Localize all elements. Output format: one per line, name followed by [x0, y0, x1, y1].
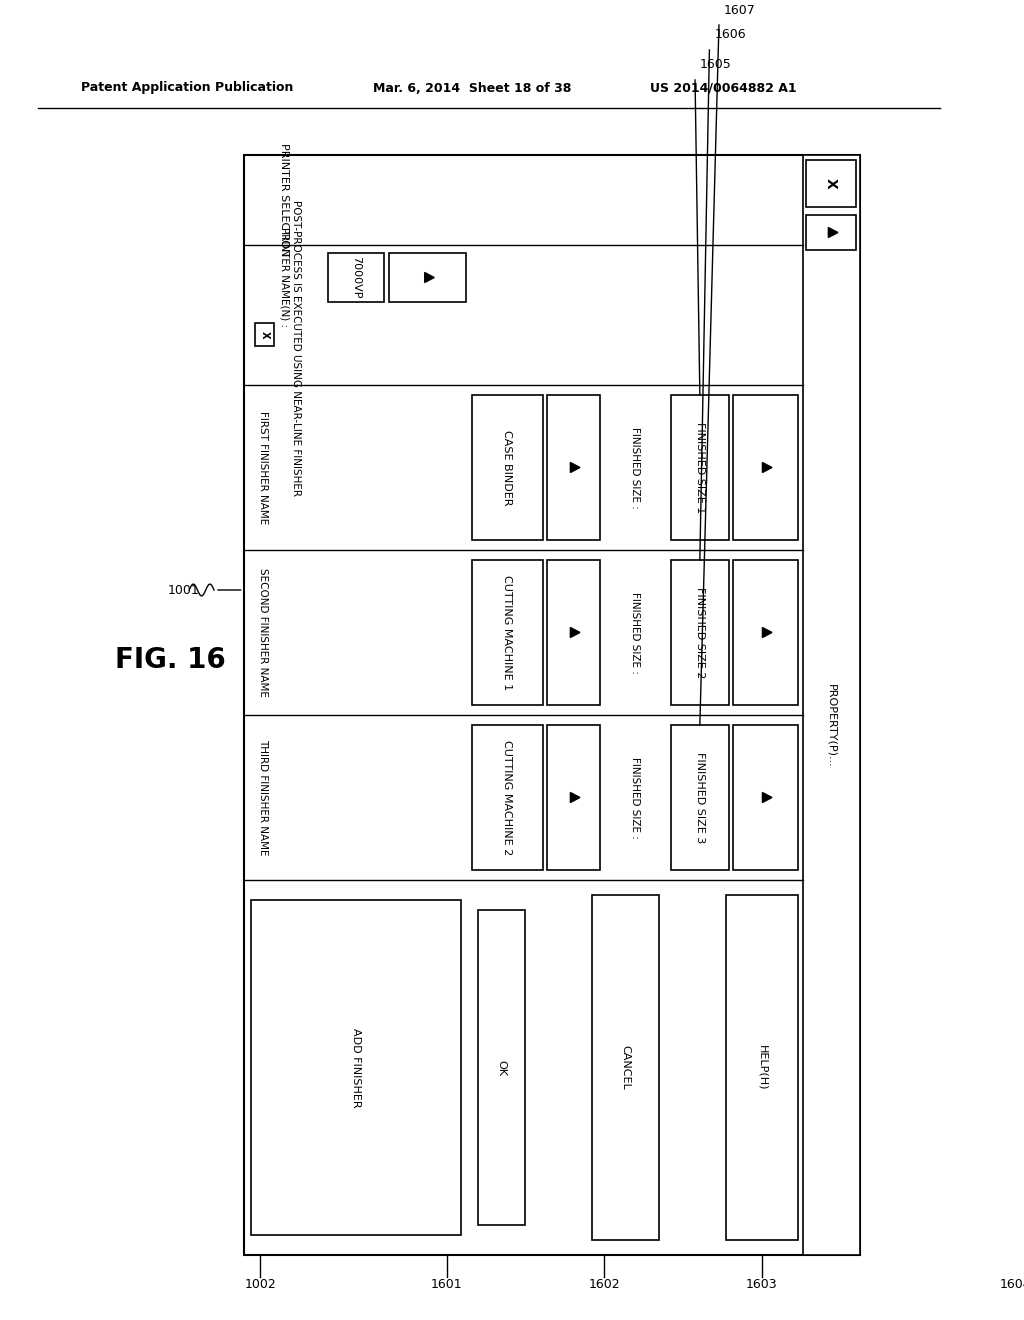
Text: X: X: [260, 331, 269, 338]
Text: FIRST FINISHER NAME: FIRST FINISHER NAME: [258, 411, 267, 524]
Text: PROPERTY(P)...: PROPERTY(P)...: [826, 684, 837, 768]
Bar: [803, 154, 860, 1255]
Text: CASE BINDER: CASE BINDER: [503, 430, 512, 506]
Text: HELP(H): HELP(H): [757, 1044, 767, 1090]
Text: FINISHED SIZE 1: FINISHED SIZE 1: [695, 422, 705, 513]
Text: 1606: 1606: [714, 29, 745, 41]
Bar: [547, 560, 600, 705]
Text: 1601: 1601: [431, 1279, 463, 1291]
Text: 1604: 1604: [999, 1279, 1024, 1291]
Bar: [547, 395, 600, 540]
Bar: [472, 725, 543, 870]
Bar: [244, 154, 860, 1255]
Text: FINISHED SIZE :: FINISHED SIZE :: [631, 591, 640, 673]
Bar: [389, 253, 466, 302]
Text: OK: OK: [497, 1060, 507, 1076]
Text: THIRD FINISHER NAME: THIRD FINISHER NAME: [258, 739, 267, 855]
Polygon shape: [570, 627, 580, 638]
Text: PRINTER NAME(N) :: PRINTER NAME(N) :: [280, 227, 289, 327]
Text: POST-PROCESS IS EXECUTED USING NEAR-LINE FINISHER: POST-PROCESS IS EXECUTED USING NEAR-LINE…: [291, 199, 301, 495]
Text: 1001: 1001: [167, 583, 199, 597]
Bar: [328, 253, 384, 302]
Bar: [733, 560, 798, 705]
Text: 1603: 1603: [746, 1279, 778, 1291]
Text: FINISHED SIZE :: FINISHED SIZE :: [631, 756, 640, 838]
Text: CANCEL: CANCEL: [621, 1045, 631, 1090]
Text: Patent Application Publication: Patent Application Publication: [81, 82, 294, 95]
Bar: [671, 560, 729, 705]
Bar: [671, 395, 729, 540]
Bar: [592, 895, 659, 1239]
Bar: [806, 160, 856, 207]
Bar: [671, 725, 729, 870]
Polygon shape: [425, 272, 434, 282]
Text: Mar. 6, 2014  Sheet 18 of 38: Mar. 6, 2014 Sheet 18 of 38: [373, 82, 571, 95]
Text: CUTTING MACHINE 2: CUTTING MACHINE 2: [503, 741, 512, 855]
Text: 1607: 1607: [724, 4, 756, 16]
Bar: [547, 725, 600, 870]
Text: 7000VP: 7000VP: [351, 256, 360, 298]
Polygon shape: [763, 792, 772, 803]
Bar: [733, 395, 798, 540]
Text: X: X: [824, 178, 839, 189]
Bar: [472, 395, 543, 540]
Text: 1605: 1605: [699, 58, 731, 71]
Text: PRINTER SELECTION: PRINTER SELECTION: [280, 144, 289, 256]
Text: 1002: 1002: [245, 1279, 276, 1291]
Polygon shape: [763, 627, 772, 638]
Text: 1602: 1602: [589, 1279, 621, 1291]
Text: CUTTING MACHINE 1: CUTTING MACHINE 1: [503, 576, 512, 690]
Text: ADD FINISHER: ADD FINISHER: [351, 1028, 360, 1107]
Bar: [733, 725, 798, 870]
Polygon shape: [570, 462, 580, 473]
Polygon shape: [570, 792, 580, 803]
Bar: [478, 909, 525, 1225]
Text: FIG. 16: FIG. 16: [115, 645, 225, 675]
Bar: [251, 900, 461, 1236]
Text: US 2014/0064882 A1: US 2014/0064882 A1: [649, 82, 797, 95]
Bar: [255, 323, 274, 346]
Polygon shape: [763, 462, 772, 473]
Bar: [806, 215, 856, 249]
Text: SECOND FINISHER NAME: SECOND FINISHER NAME: [258, 568, 267, 697]
Text: FINISHED SIZE 2: FINISHED SIZE 2: [695, 587, 705, 678]
Text: FINISHED SIZE :: FINISHED SIZE :: [631, 426, 640, 508]
Text: FINISHED SIZE 3: FINISHED SIZE 3: [695, 752, 705, 843]
Polygon shape: [828, 227, 838, 238]
Bar: [472, 560, 543, 705]
Bar: [726, 895, 798, 1239]
